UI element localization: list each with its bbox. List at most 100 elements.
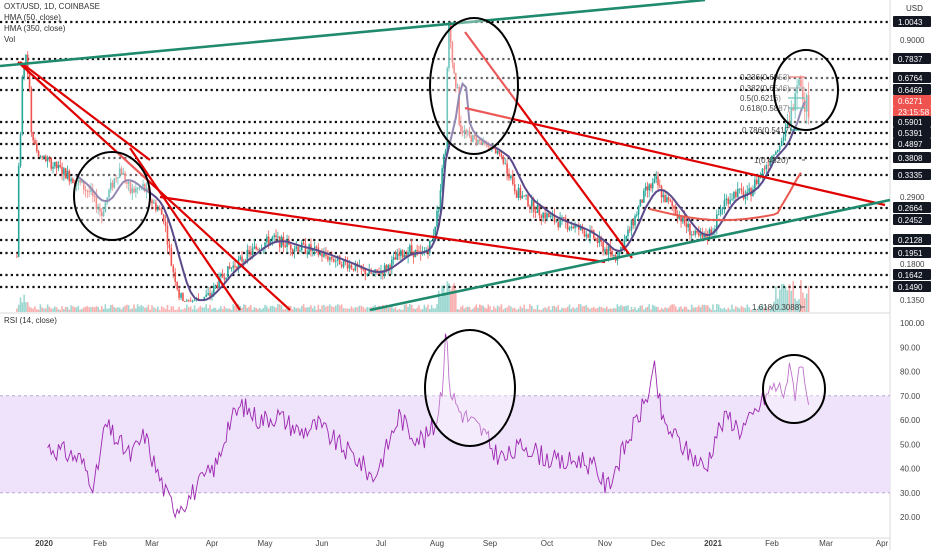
volume-bar	[496, 305, 499, 312]
candle-body	[566, 221, 569, 230]
candle-body	[687, 223, 689, 228]
volume-bar	[84, 306, 87, 312]
candle-body	[299, 250, 301, 252]
volume-bar	[102, 308, 105, 312]
candle-body	[174, 272, 177, 282]
candle-body	[591, 230, 593, 231]
candle-body	[124, 172, 126, 183]
candle-body	[102, 212, 105, 216]
volume-bar	[455, 289, 457, 312]
candle-body	[144, 183, 146, 192]
volume-bar	[475, 304, 478, 312]
volume-bar	[676, 309, 679, 312]
volume-bar	[214, 307, 217, 312]
chart-header-hma50: HMA (50, close)	[4, 13, 61, 22]
volume-bar	[512, 308, 514, 312]
volume-bar	[609, 308, 612, 312]
candle-body	[157, 208, 159, 211]
volume-bar	[255, 307, 257, 312]
candle-body	[315, 246, 318, 248]
volume-bar	[405, 304, 408, 312]
candle-body	[574, 225, 576, 229]
candle-body	[212, 286, 215, 294]
volume-bar	[48, 306, 51, 312]
volume-bar	[587, 307, 589, 312]
volume-bar	[419, 309, 422, 312]
price-badge	[893, 214, 931, 225]
volume-bar	[563, 308, 565, 312]
volume-bar	[201, 307, 204, 312]
candle-body	[605, 249, 608, 255]
volume-bar	[605, 306, 608, 312]
volume-bar	[321, 305, 323, 312]
volume-bar	[531, 305, 533, 312]
candle-body	[327, 255, 329, 261]
price-badge	[893, 269, 931, 280]
volume-bar	[669, 305, 672, 312]
candle-body	[19, 134, 22, 167]
volume-bar	[37, 309, 40, 312]
volume-bar	[59, 309, 62, 312]
volume-bar	[178, 306, 180, 312]
volume-bar	[149, 309, 152, 312]
candle-body	[366, 274, 369, 275]
candle-body	[405, 254, 408, 258]
candle-body	[534, 211, 537, 213]
volume-bar	[28, 306, 31, 312]
volume-bar	[604, 308, 606, 312]
candle-body	[25, 54, 27, 67]
candle-body	[203, 296, 206, 300]
candle-body	[480, 141, 483, 144]
trendline-red	[19, 61, 151, 161]
candle-body	[551, 215, 554, 217]
candle-body	[600, 237, 603, 242]
currency-label: USD	[906, 4, 923, 13]
volume-bar	[736, 307, 739, 312]
annotation-circle	[429, 17, 519, 155]
volume-bar	[716, 304, 718, 312]
volume-bar	[266, 306, 268, 312]
time-tick-label: Feb	[93, 539, 107, 548]
volume-bar	[437, 290, 440, 312]
candle-body	[428, 240, 431, 253]
candle-body	[805, 95, 808, 112]
candle-body	[306, 253, 309, 255]
candle-body	[548, 213, 550, 218]
candle-body	[348, 264, 351, 269]
candle-body	[117, 177, 119, 179]
candle-body	[510, 175, 512, 179]
volume-bar	[57, 309, 60, 312]
volume-bar	[687, 309, 689, 312]
volume-bar	[525, 308, 527, 312]
time-tick-label: Dec	[651, 539, 665, 548]
volume-bar	[515, 309, 518, 312]
volume-bar	[579, 304, 582, 312]
volume-bar	[234, 305, 236, 312]
volume-bar	[260, 309, 263, 312]
candle-body	[396, 253, 399, 260]
volume-bar	[223, 306, 226, 312]
fib-level-label: 1.618(0.3088)	[752, 303, 802, 312]
candle-body	[477, 139, 479, 144]
volume-bar	[717, 304, 720, 312]
volume-bar	[401, 309, 404, 312]
volume-bar	[129, 309, 132, 312]
candle-body	[211, 293, 213, 297]
volume-bar	[81, 308, 83, 312]
candle-body	[643, 190, 645, 203]
volume-bar	[566, 306, 569, 312]
candle-body	[64, 168, 67, 179]
candle-body	[376, 269, 378, 272]
trendline-red	[17, 61, 291, 311]
candle-body	[721, 207, 724, 210]
candle-body	[685, 223, 688, 228]
candle-body	[572, 226, 574, 229]
volume-bar	[348, 308, 351, 312]
volume-bar	[90, 307, 92, 312]
volume-bar	[91, 306, 94, 312]
candle-body	[532, 199, 535, 212]
volume-bar	[510, 306, 512, 312]
volume-bar	[126, 304, 128, 312]
fib-level-label: 0.236(0.6953)	[740, 73, 790, 82]
